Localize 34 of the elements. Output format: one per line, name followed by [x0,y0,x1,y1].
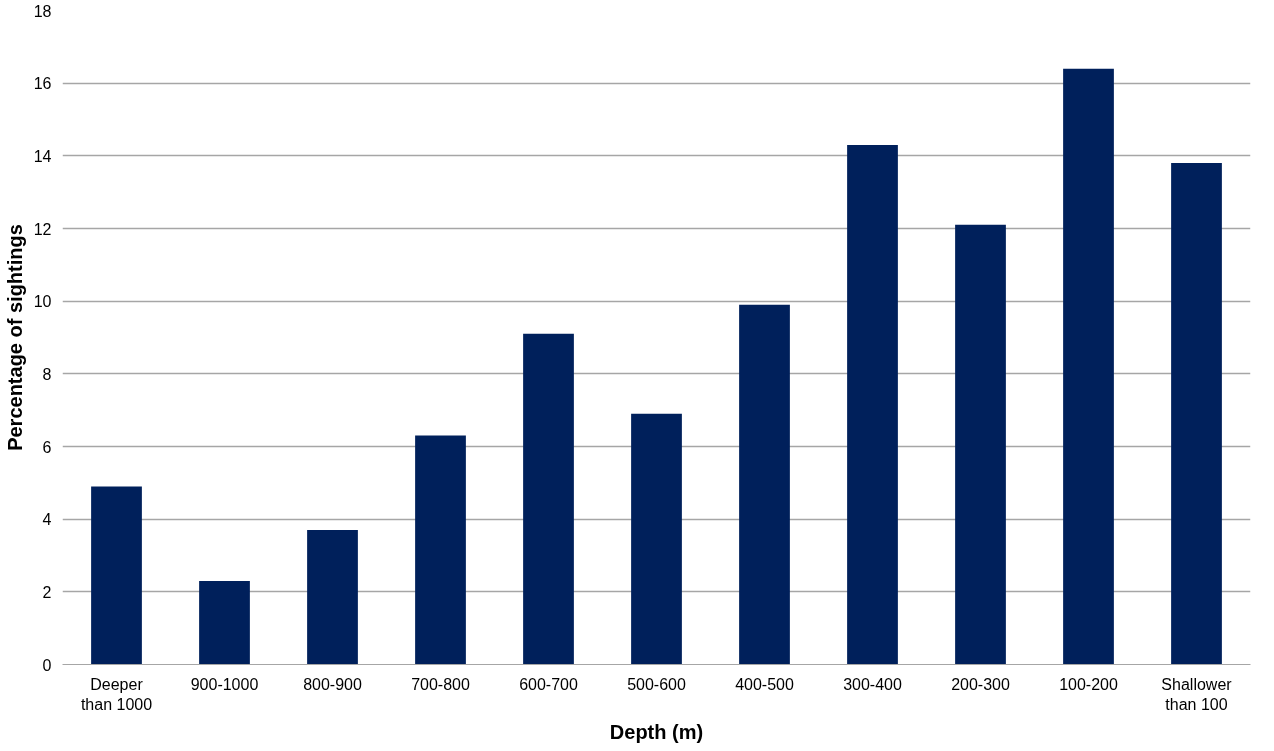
y-tick-label: 14 [33,147,52,165]
x-tick-label: 200-300 [951,675,1010,693]
bar [523,333,574,665]
y-tick-label: 8 [42,365,52,383]
bar [955,224,1006,665]
y-tick-label: 6 [42,438,52,456]
bar [307,530,358,665]
y-tick-label: 2 [42,583,52,601]
x-tick-label: Deeper than 1000 [80,675,153,713]
bar [631,413,682,665]
y-tick-label: 16 [33,75,52,93]
y-tick-label: 0 [42,656,52,674]
bar [91,486,142,665]
x-tick-label: 600-700 [519,675,578,693]
x-tick-label: 100-200 [1059,675,1118,693]
bar [1063,68,1114,665]
y-tick-label: 4 [42,511,52,529]
x-tick-label: Shallower than 100 [1161,675,1233,713]
bar [415,435,466,665]
bar [199,580,250,665]
bar [1171,163,1222,665]
x-tick-label: 300-400 [843,675,902,693]
x-tick-label: 400-500 [735,675,794,693]
x-axis-title: Depth (m) [609,720,704,743]
y-tick-label: 18 [33,2,52,20]
x-tick-label: 800-900 [303,675,362,693]
bar [847,144,898,665]
x-tick-label: 500-600 [627,675,686,693]
y-tick-label: 10 [33,293,52,311]
y-axis-title: Percentage of sightings [3,224,26,451]
x-tick-label: 700-800 [411,675,470,693]
bar [739,304,790,665]
y-tick-label: 12 [33,220,52,238]
x-tick-label: 900-1000 [190,675,259,693]
